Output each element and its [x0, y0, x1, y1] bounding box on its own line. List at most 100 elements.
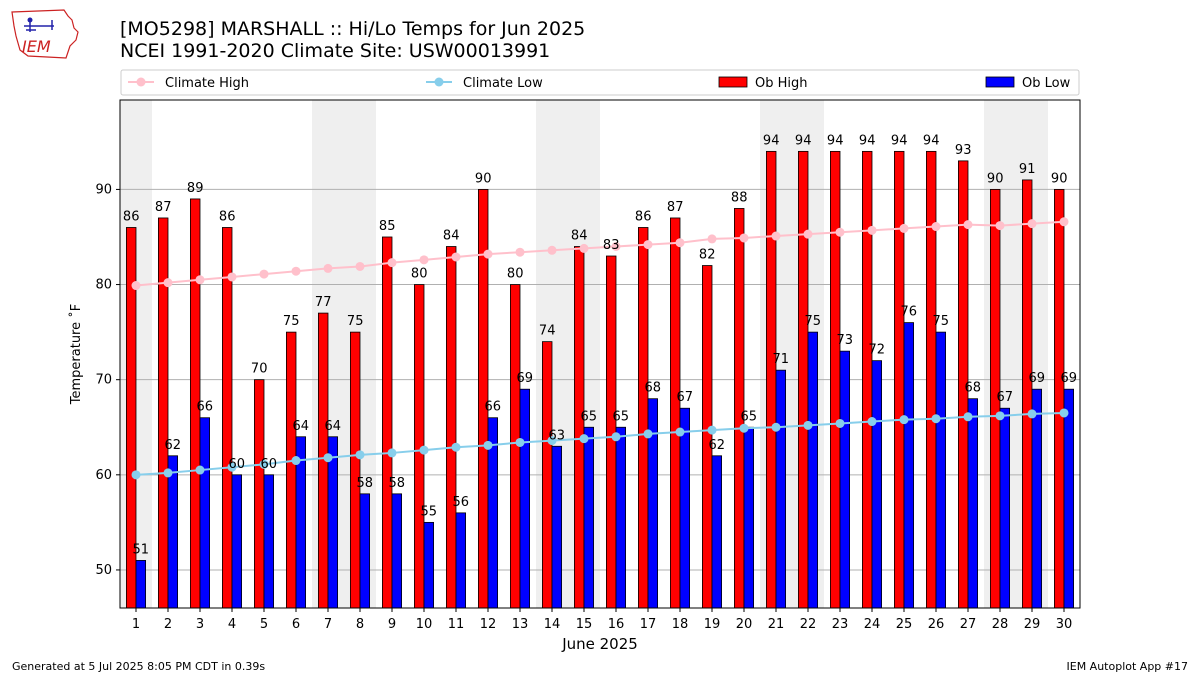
x-tick-label-9: 9 — [388, 617, 396, 632]
ob-high-bar-day-2 — [157, 217, 169, 609]
ob-low-label-day-30: 69 — [1061, 371, 1078, 386]
climate-high-point-day-14 — [547, 245, 557, 255]
x-tick-label-30: 30 — [1056, 617, 1073, 632]
ob-high-label-day-15: 84 — [571, 229, 588, 244]
ob-low-bar-day-22 — [807, 331, 819, 609]
ob-high-label-day-25: 94 — [891, 133, 908, 148]
climate-low-point-day-23 — [835, 418, 845, 428]
y-tick-label-50: 50 — [95, 563, 112, 578]
climate-low-point-day-6 — [291, 456, 301, 466]
legend: Climate High Climate Low Ob High Ob Low — [120, 69, 1080, 96]
ob-high-label-day-29: 91 — [1019, 162, 1036, 177]
ob-low-label-day-12: 66 — [485, 400, 502, 415]
climate-high-point-day-5 — [259, 269, 269, 279]
ob-high-label-day-9: 85 — [379, 219, 396, 234]
ob-low-label-day-9: 58 — [389, 476, 406, 491]
climate-low-point-day-17 — [643, 429, 653, 439]
ob-high-bar-day-9 — [381, 236, 393, 609]
ob-high-bar-day-6 — [285, 331, 297, 609]
x-tick-label-27: 27 — [960, 617, 977, 632]
ob-high-label-day-22: 94 — [795, 133, 812, 148]
ob-low-bar-day-16 — [615, 426, 627, 609]
climate-low-point-day-27 — [963, 412, 973, 422]
x-tick-label-12: 12 — [480, 617, 497, 632]
ob-high-bar-day-30 — [1054, 189, 1065, 609]
climate-high-point-day-13 — [515, 247, 525, 257]
ob-high-label-day-14: 74 — [539, 324, 556, 339]
x-tick-label-1: 1 — [132, 617, 140, 632]
climate-high-point-day-22 — [803, 229, 813, 239]
ob-low-label-day-21: 71 — [773, 352, 790, 367]
ob-high-bar-day-11 — [445, 246, 457, 609]
ob-low-label-day-11: 56 — [453, 495, 470, 510]
climate-high-point-day-30 — [1059, 217, 1069, 227]
ob-high-label-day-23: 94 — [827, 133, 844, 148]
ob-high-label-day-19: 82 — [699, 248, 716, 263]
ob-high-label-day-26: 94 — [923, 133, 940, 148]
climate-high-point-day-21 — [771, 231, 781, 241]
ob-low-label-day-4: 60 — [229, 457, 246, 472]
x-tick-label-13: 13 — [512, 617, 529, 632]
ob-high-label-day-1: 86 — [123, 209, 140, 224]
climate-low-point-day-1 — [131, 470, 141, 480]
climate-low-point-day-9 — [387, 448, 397, 458]
ob-low-bar-day-2 — [167, 455, 179, 609]
ob-high-label-day-5: 70 — [251, 362, 268, 377]
climate-low-point-day-18 — [675, 427, 685, 437]
ob-high-label-day-12: 90 — [475, 171, 492, 186]
climate-high-point-day-12 — [483, 249, 493, 259]
y-axis-label: Temperature ˚F — [68, 304, 84, 405]
ob-low-label-day-23: 73 — [837, 333, 854, 348]
ob-high-label-day-10: 80 — [411, 267, 428, 282]
ob-high-label-day-2: 87 — [155, 200, 172, 215]
ob-low-bar-day-21 — [775, 369, 787, 609]
x-tick-label-26: 26 — [928, 617, 945, 632]
x-tick-label-6: 6 — [292, 617, 300, 632]
ob-high-label-day-6: 75 — [283, 314, 300, 329]
x-tick-label-10: 10 — [416, 617, 433, 632]
ob-low-bar-day-11 — [455, 512, 467, 609]
ob-high-bar-day-29 — [1022, 179, 1033, 609]
ob-low-label-day-22: 75 — [805, 314, 822, 329]
generated-timestamp: Generated at 5 Jul 2025 8:05 PM CDT in 0… — [12, 660, 266, 673]
chart-subtitle: NCEI 1991-2020 Climate Site: USW00013991 — [120, 40, 551, 62]
ob-low-bar-day-13 — [519, 388, 531, 609]
ob-low-label-day-19: 62 — [709, 438, 726, 453]
ob-low-bar-day-9 — [391, 493, 403, 609]
ob-high-label-day-16: 83 — [603, 238, 620, 253]
y-tick-label-60: 60 — [95, 468, 112, 483]
ob-high-label-day-27: 93 — [955, 143, 972, 158]
climate-low-point-day-13 — [515, 437, 525, 447]
climate-low-point-day-29 — [1027, 409, 1037, 419]
climate-high-point-day-24 — [867, 225, 877, 235]
ob-high-bar-day-19 — [702, 265, 713, 609]
ob-high-bar-day-5 — [253, 379, 265, 609]
climate-high-point-day-15 — [579, 243, 589, 253]
ob-low-bar-day-14 — [551, 445, 563, 609]
climate-low-line — [135, 411, 1065, 476]
climate-high-point-day-4 — [227, 272, 237, 282]
ob-low-bar-day-28 — [999, 407, 1011, 609]
climate-high-point-day-19 — [707, 234, 717, 244]
climate-low-point-day-26 — [931, 414, 941, 424]
ob-low-bar-day-1 — [135, 560, 147, 609]
climate-high-point-day-16 — [611, 242, 621, 252]
climate-high-point-day-1 — [131, 281, 141, 291]
ob-low-bar-day-20 — [743, 426, 755, 609]
x-tick-label-20: 20 — [736, 617, 753, 632]
ob-high-label-day-30: 90 — [1051, 171, 1068, 186]
x-tick-label-22: 22 — [800, 617, 817, 632]
climate-low-point-day-7 — [323, 453, 333, 463]
ob-low-label-day-15: 65 — [581, 409, 598, 424]
app-credit: IEM Autoplot App #17 — [1066, 660, 1189, 673]
ob-low-legend-swatch — [985, 76, 1015, 88]
ob-high-bar-day-4 — [221, 227, 233, 609]
x-tick-label-11: 11 — [448, 617, 465, 632]
climate-low-point-day-10 — [419, 445, 429, 455]
ob-high-legend-label: Ob High — [755, 76, 808, 91]
climate-low-point-day-25 — [899, 415, 909, 425]
y-tick-label-90: 90 — [95, 182, 112, 197]
climate-low-point-day-24 — [867, 417, 877, 427]
x-tick-label-28: 28 — [992, 617, 1009, 632]
